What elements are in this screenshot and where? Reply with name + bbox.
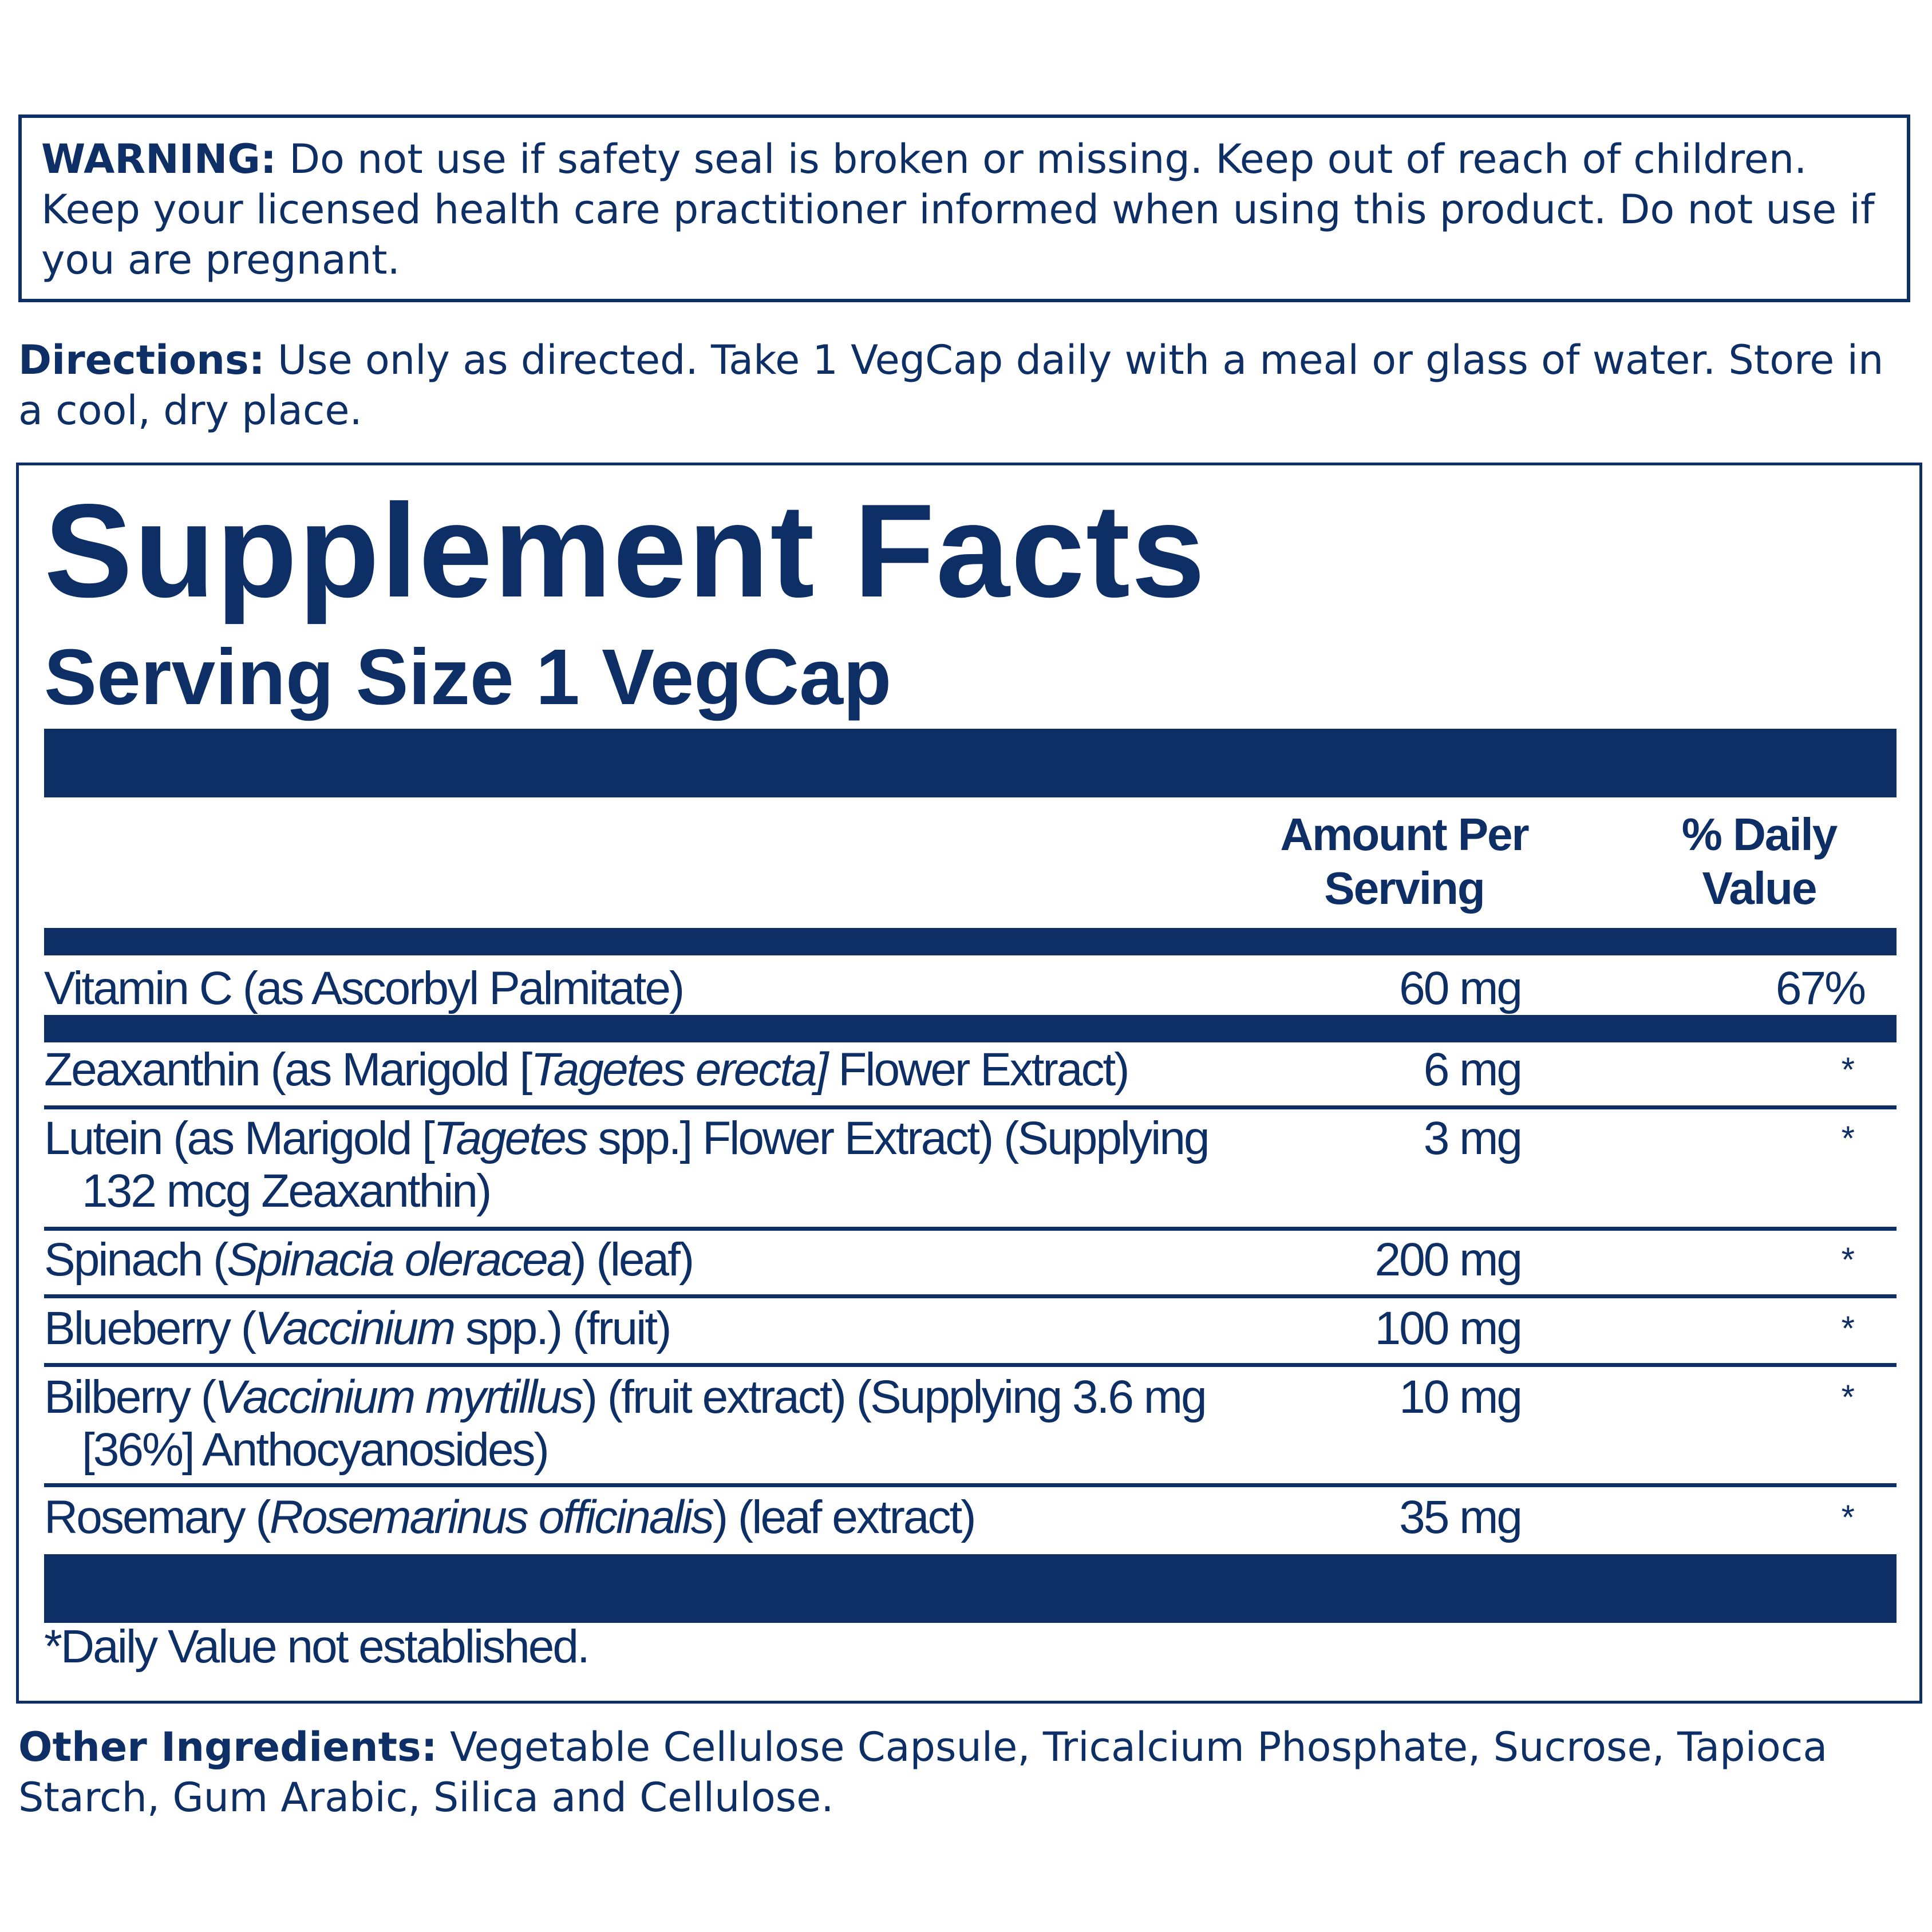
nutrient-name: Zeaxanthin (as Marigold [Tagetes erecta]… xyxy=(44,1044,1130,1096)
nutrient-amount: 10 mg xyxy=(1399,1371,1523,1423)
daily-value-column-header: % Daily Value xyxy=(1616,808,1902,915)
dv-header-line2: Value xyxy=(1702,863,1817,914)
row-separator xyxy=(44,1483,1897,1487)
serving-size: Serving Size 1 VegCap xyxy=(44,633,892,721)
amount-header-line1: Amount Per xyxy=(1280,809,1529,860)
amount-column-header: Amount Per Serving xyxy=(1255,808,1553,915)
other-ingredients-label: Other Ingredients: xyxy=(18,1724,437,1771)
nutrient-daily-value: * xyxy=(1841,1378,1855,1416)
nutrient-name: Spinach (Spinacia oleracea) (leaf) xyxy=(44,1234,694,1286)
row-separator xyxy=(44,1363,1897,1367)
nutrient-name: Rosemary (Rosemarinus officinalis) (leaf… xyxy=(44,1491,977,1543)
row-separator xyxy=(44,1105,1897,1109)
nutrient-amount: 6 mg xyxy=(1423,1044,1523,1096)
row-separator xyxy=(44,1294,1897,1298)
nutrient-amount: 3 mg xyxy=(1423,1112,1523,1164)
warning-text: Do not use if safety seal is broken or m… xyxy=(41,136,1875,283)
other-ingredients: Other Ingredients: Vegetable Cellulose C… xyxy=(18,1722,1919,1823)
footer-bar xyxy=(44,1554,1897,1623)
nutrient-name: Lutein (as Marigold [Tagetes spp.] Flowe… xyxy=(44,1112,1210,1217)
facts-title: Supplement Facts xyxy=(44,477,1207,625)
other-ingredients-text: Vegetable Cellulose Capsule, Tricalcium … xyxy=(18,1724,1828,1821)
nutrient-amount: 200 mg xyxy=(1374,1234,1523,1286)
nutrient-amount: 100 mg xyxy=(1374,1302,1523,1354)
row-separator xyxy=(44,1227,1897,1231)
nutrient-daily-value: * xyxy=(1841,1050,1855,1089)
nutrient-amount: 60 mg xyxy=(1399,962,1523,1014)
warning-label: WARNING: xyxy=(41,136,276,183)
divider-bar xyxy=(44,1015,1897,1042)
nutrient-name: Vitamin C (as Ascorbyl Palmitate) xyxy=(44,962,685,1014)
nutrient-daily-value: * xyxy=(1841,1119,1855,1157)
amount-header-line2: Serving xyxy=(1324,863,1485,914)
divider-bar xyxy=(44,928,1897,955)
directions-text: Use only as directed. Take 1 VegCap dail… xyxy=(18,337,1884,434)
dv-header-line1: % Daily xyxy=(1681,809,1838,860)
nutrient-daily-value: * xyxy=(1841,1240,1855,1279)
nutrient-daily-value: 67% xyxy=(1775,962,1866,1014)
supplement-facts-panel: Supplement Facts Serving Size 1 VegCap A… xyxy=(16,463,1922,1704)
directions-label: Directions: xyxy=(18,337,265,384)
header-bar xyxy=(44,729,1897,797)
warning-box: WARNING: Do not use if safety seal is br… xyxy=(18,114,1910,302)
nutrient-name: Blueberry (Vaccinium spp.) (fruit) xyxy=(44,1302,671,1354)
nutrient-name: Bilberry (Vaccinium myrtillus) (fruit ex… xyxy=(44,1371,1207,1476)
nutrient-daily-value: * xyxy=(1841,1498,1855,1536)
nutrient-daily-value: * xyxy=(1841,1309,1855,1348)
footnote: *Daily Value not established. xyxy=(44,1621,590,1673)
directions: Directions: Use only as directed. Take 1… xyxy=(18,335,1919,436)
nutrient-amount: 35 mg xyxy=(1399,1491,1523,1543)
